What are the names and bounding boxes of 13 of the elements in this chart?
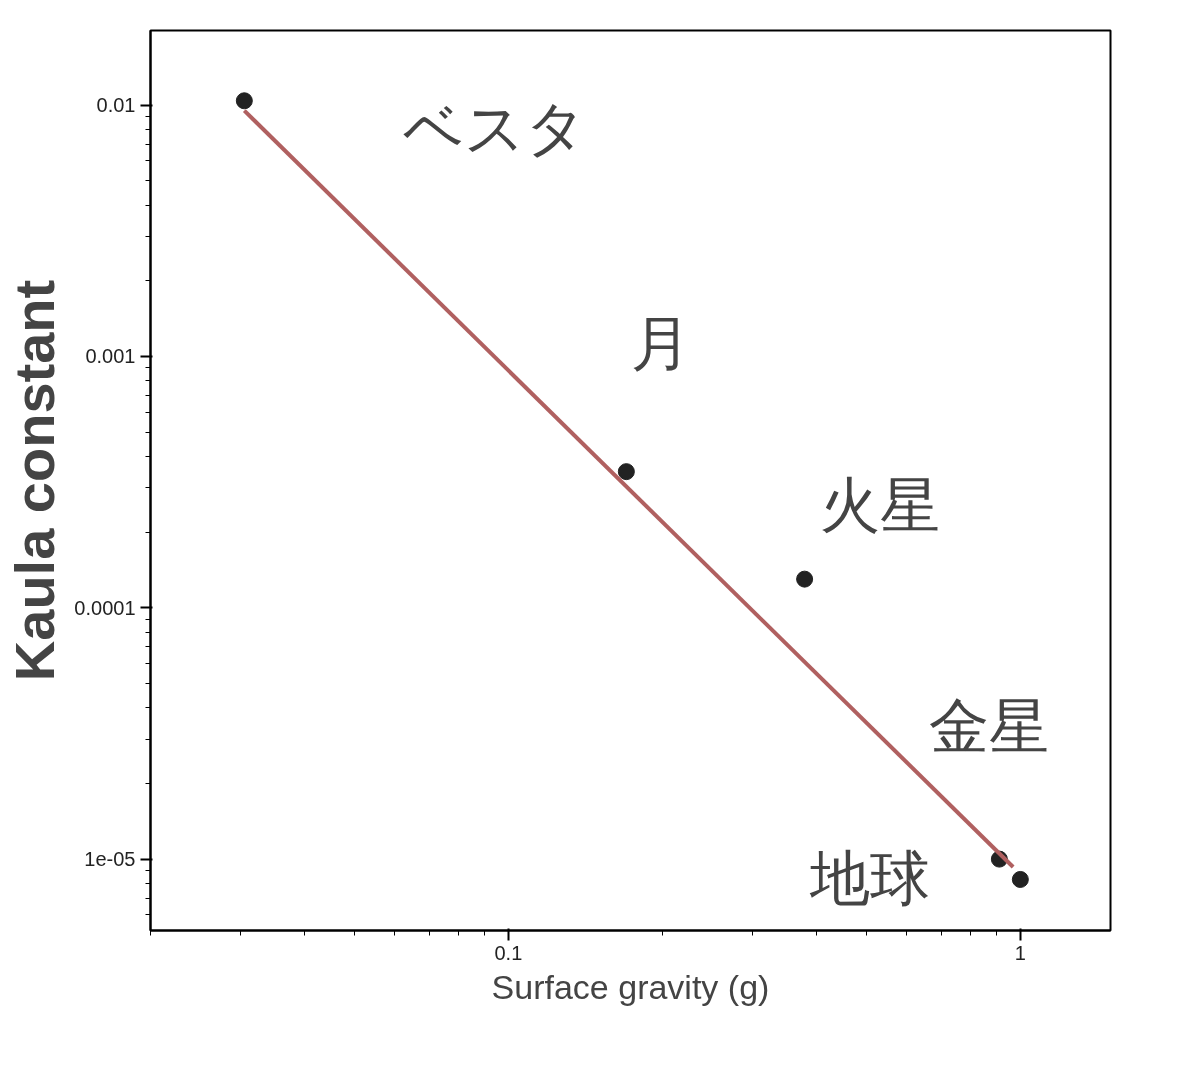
annotation: 地球 — [809, 846, 931, 913]
annotation: ベスタ — [402, 95, 586, 162]
y-tick-label: 0.01 — [96, 94, 136, 117]
y-tick-label: 1e-05 — [84, 848, 136, 871]
x-tick-label: 1 — [1014, 941, 1026, 964]
y-tick-label: 0.0001 — [74, 596, 136, 619]
annotation: 火星 — [819, 473, 940, 540]
x-axis-title: Surface gravity (g) — [491, 967, 770, 1006]
x-tick-label: 0.1 — [494, 941, 523, 964]
annotation: 月 — [631, 310, 692, 377]
annotation: 金星 — [929, 694, 1050, 761]
y-axis-title: Kaula constant — [3, 279, 67, 682]
y-tick-label: 0.001 — [85, 345, 136, 368]
